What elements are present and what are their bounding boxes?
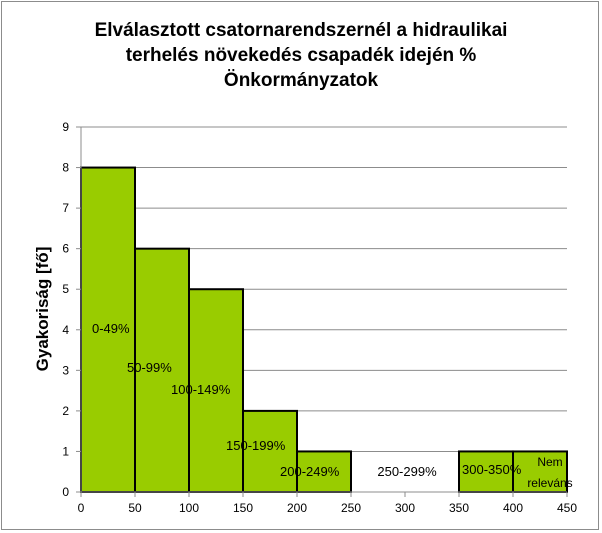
- histogram-bar-7: [512, 450, 568, 494]
- chart-title-line-3: Önkormányzatok: [223, 70, 379, 91]
- bin-label-0: 0-49%: [92, 321, 130, 336]
- chart-title-line-2: terhelés növekedés csapadék idején %: [125, 45, 477, 66]
- x-tick-label: 250: [341, 501, 361, 515]
- axes: [76, 126, 568, 497]
- x-tick-labels: 0 50 100 150 200 250 300 350 400 450: [78, 501, 578, 515]
- chart-title: Elválasztott csatornarendszernél a hidra…: [20, 18, 582, 93]
- x-tick-label: 50: [128, 501, 142, 515]
- y-tick-label: 7: [62, 201, 69, 215]
- y-tick-label: 9: [62, 120, 69, 134]
- x-tick-label: 100: [179, 501, 199, 515]
- bin-label-6: 300-350%: [462, 462, 522, 477]
- histogram-bar-2: [188, 288, 244, 493]
- x-tick-label: 0: [78, 501, 85, 515]
- y-tick-label: 6: [62, 242, 69, 256]
- y-tick-label: 8: [62, 161, 69, 175]
- bin-label-2: 100-149%: [171, 382, 231, 397]
- y-tick-label: 1: [62, 444, 69, 458]
- y-tick-label: 3: [62, 363, 69, 377]
- bin-label-5: 250-299%: [377, 464, 437, 479]
- chart-title-line-1: Elválasztott csatornarendszernél a hidra…: [94, 20, 508, 41]
- x-tick-label: 200: [287, 501, 307, 515]
- y-tick-labels: 0 1 2 3 4 5 6 7 8 9: [62, 120, 69, 499]
- x-tick-label: 350: [449, 501, 469, 515]
- bin-labels: 0-49% 50-99% 100-149% 150-199% 200-249% 250-2…: [92, 321, 573, 490]
- y-tick-label: 2: [62, 404, 69, 418]
- bars: [80, 166, 568, 494]
- y-tick-label: 0: [62, 485, 69, 499]
- x-tick-label: 300: [395, 501, 415, 515]
- bin-label-4: 200-249%: [280, 464, 340, 479]
- bin-label-3: 150-199%: [226, 438, 286, 453]
- y-tick-label: 5: [62, 282, 69, 296]
- x-tick-label: 400: [503, 501, 523, 515]
- y-tick-label: 4: [62, 323, 69, 337]
- histogram-bar-1: [134, 247, 190, 493]
- x-tick-label: 450: [557, 501, 577, 515]
- bin-label-7: Nem releváns: [527, 455, 572, 490]
- bin-label-1: 50-99%: [127, 360, 172, 375]
- histogram-bar-4: [296, 450, 352, 494]
- y-axis-label: Gyakoriság [fő]: [33, 247, 52, 372]
- x-tick-label: 150: [233, 501, 253, 515]
